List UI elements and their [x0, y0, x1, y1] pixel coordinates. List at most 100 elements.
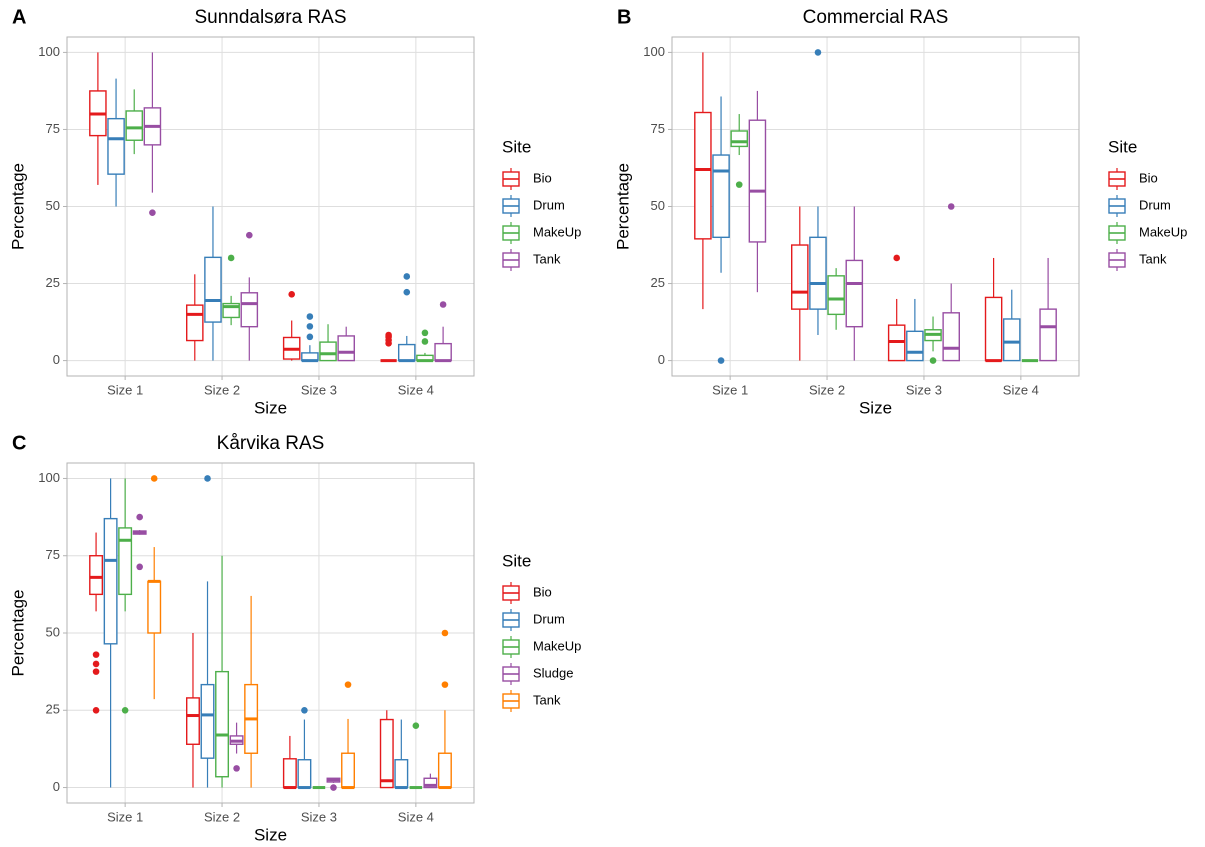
box [200, 683, 215, 759]
box [809, 236, 827, 310]
outlier [136, 563, 143, 571]
y-tick-label: 75 [651, 121, 665, 136]
panel-border [66, 36, 475, 377]
chart-title: Kårvika RAS [217, 433, 325, 454]
x-axis-title: Size [254, 825, 287, 844]
legend-label: Drum [533, 197, 565, 212]
box [204, 256, 222, 323]
outlier [441, 681, 449, 688]
outlier [441, 629, 449, 637]
panel-label: B [617, 6, 631, 28]
outlier [149, 209, 156, 216]
box [125, 110, 144, 141]
y-tick-label: 50 [651, 198, 665, 213]
outlier [288, 291, 295, 298]
panel-label: C [12, 432, 26, 454]
x-tick-label: Size 4 [398, 809, 434, 824]
panel-border [66, 462, 475, 804]
box [379, 718, 394, 789]
legend-label: Tank [1139, 251, 1167, 266]
chart-title: Commercial RAS [803, 7, 949, 28]
outlier [121, 706, 129, 714]
outlier [403, 288, 411, 296]
box [147, 580, 162, 634]
x-tick-label: Size 2 [204, 382, 240, 397]
outlier [735, 181, 743, 188]
outlier [814, 49, 822, 56]
box [984, 296, 1003, 362]
box [337, 335, 355, 362]
box [297, 759, 312, 789]
box [906, 330, 924, 362]
y-tick-label: 0 [53, 779, 60, 794]
y-axis-title: Percentage [8, 590, 27, 677]
legend-title: Site [502, 137, 531, 156]
box [107, 117, 125, 175]
box [1002, 318, 1021, 362]
outlier [246, 231, 253, 239]
box [186, 697, 200, 745]
outlier [412, 722, 420, 730]
outlier [893, 254, 900, 262]
y-axis-title: Percentage [613, 163, 632, 250]
box [434, 342, 452, 362]
box [1039, 308, 1057, 362]
legend-label: MakeUp [533, 224, 581, 239]
x-tick-label: Size 2 [204, 809, 240, 824]
y-tick-label: 0 [53, 352, 60, 367]
box [712, 154, 730, 239]
y-tick-label: 100 [643, 44, 665, 59]
outlier [385, 340, 392, 347]
outlier [421, 329, 429, 337]
outlier [92, 706, 100, 714]
outlier [150, 475, 158, 482]
box [394, 759, 409, 789]
legend-title: Site [1108, 137, 1137, 156]
outlier [439, 301, 447, 308]
x-tick-label: Size 1 [107, 809, 143, 824]
y-tick-label: 25 [46, 702, 60, 717]
y-tick-label: 25 [46, 275, 60, 290]
outlier [403, 273, 411, 280]
box [397, 343, 416, 362]
box [215, 670, 230, 778]
box [282, 758, 297, 789]
x-tick-label: Size 4 [398, 382, 434, 397]
box [341, 752, 355, 789]
y-tick-label: 100 [38, 470, 60, 485]
y-tick-label: 0 [658, 352, 665, 367]
box [186, 304, 204, 342]
box [827, 275, 845, 316]
x-tick-label: Size 3 [301, 382, 337, 397]
outlier [306, 313, 314, 320]
legend-label: Bio [533, 170, 552, 185]
y-tick-label: 25 [651, 275, 665, 290]
y-tick-label: 75 [46, 121, 60, 136]
outlier [344, 681, 352, 688]
box [437, 752, 452, 789]
y-axis-title: Percentage [8, 163, 27, 250]
box [319, 341, 337, 362]
panel-border [671, 36, 1080, 377]
outlier [92, 668, 100, 675]
box [118, 527, 133, 596]
legend-label: Bio [1139, 170, 1158, 185]
box [694, 111, 712, 240]
box [791, 244, 809, 310]
x-tick-label: Size 2 [809, 382, 845, 397]
panel-label: A [12, 6, 26, 28]
legend-label: MakeUp [533, 638, 581, 653]
outlier [947, 203, 955, 210]
y-tick-label: 50 [46, 624, 60, 639]
outlier [929, 357, 937, 364]
y-tick-label: 50 [46, 198, 60, 213]
box [103, 517, 118, 645]
legend-label: MakeUp [1139, 224, 1187, 239]
legend-title: Site [502, 551, 531, 570]
outlier [227, 254, 235, 262]
box [730, 130, 749, 148]
legend-label: Tank [533, 692, 561, 707]
outlier [204, 475, 211, 482]
